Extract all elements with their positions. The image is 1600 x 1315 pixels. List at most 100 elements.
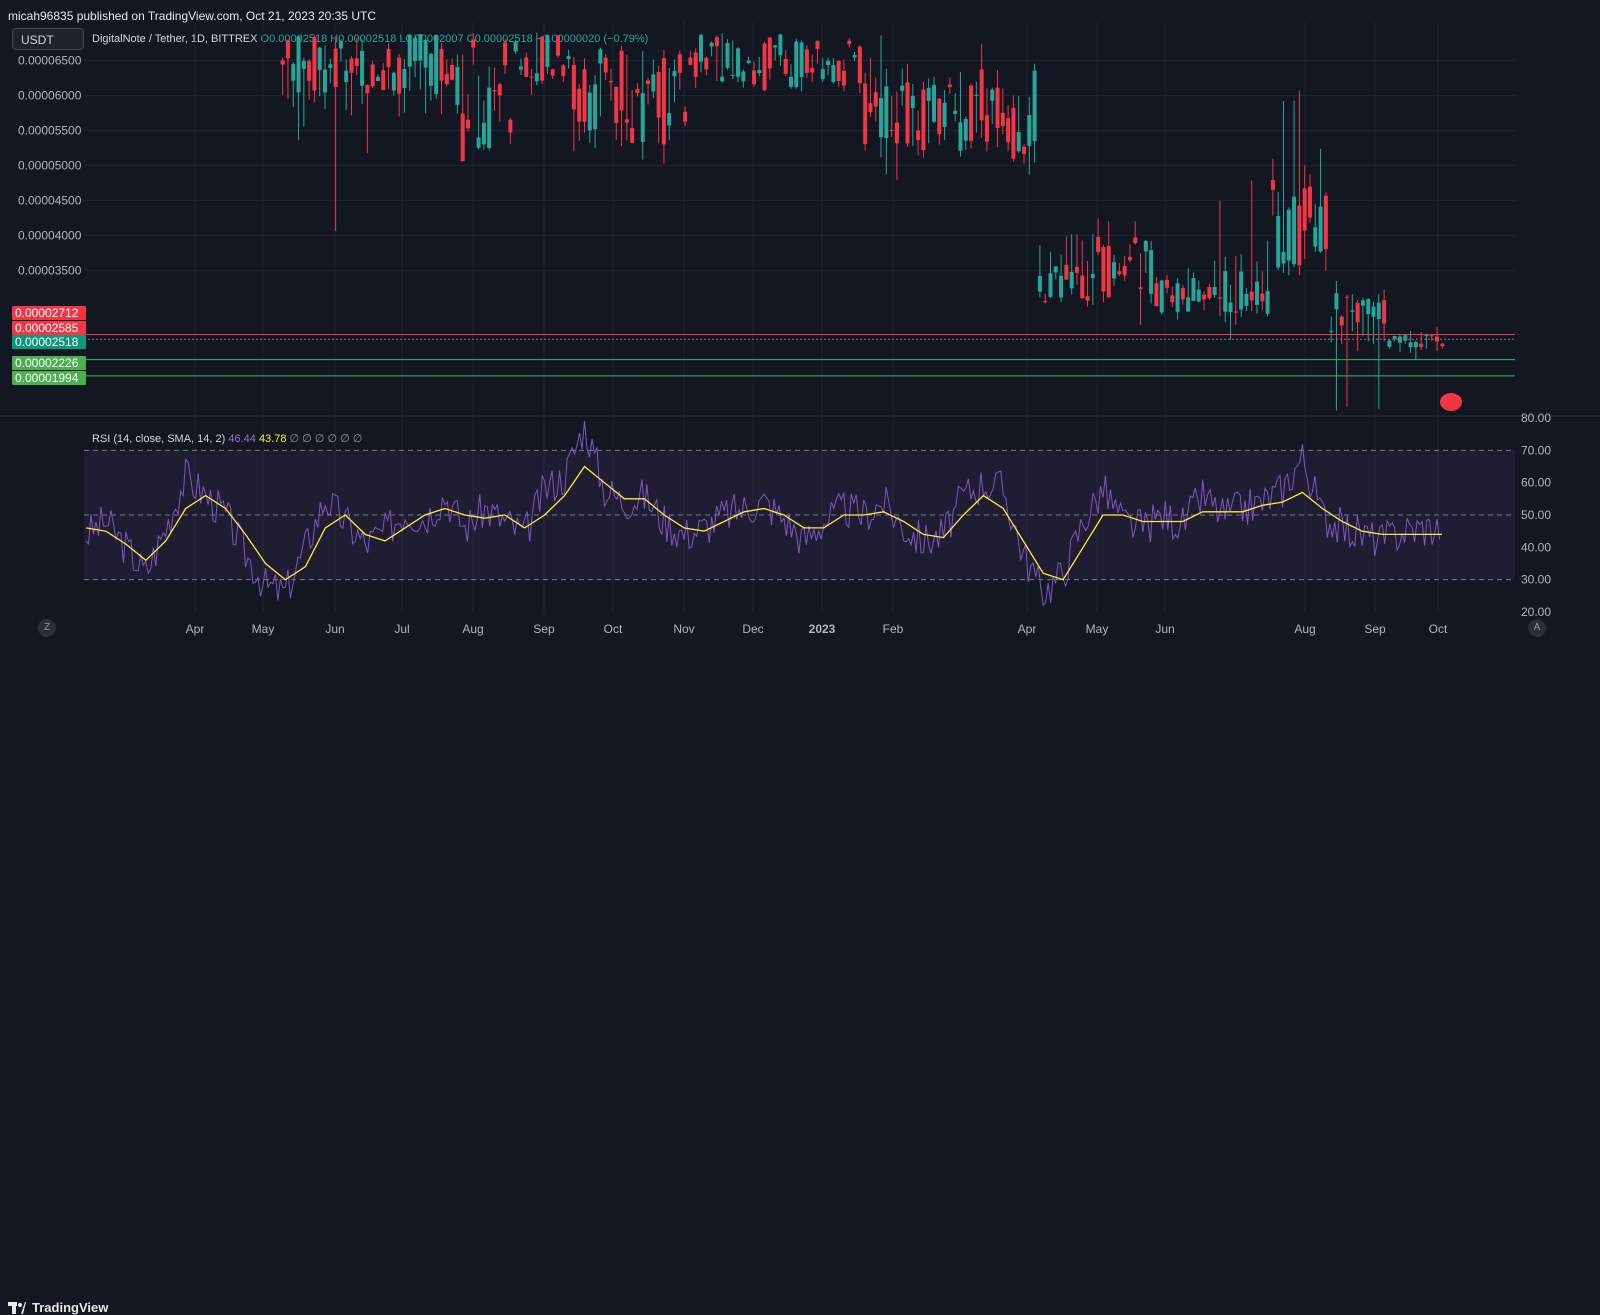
candle-body (1112, 262, 1117, 279)
candle-body (513, 41, 518, 52)
time-tick-label: Jun (1155, 622, 1174, 636)
auto-scale-button[interactable]: A (1528, 619, 1546, 637)
candle-body (1202, 294, 1207, 300)
candle-body (789, 76, 794, 87)
candle-body (1048, 273, 1053, 297)
level-label: 0.00001994 (15, 371, 79, 385)
candle-body (1217, 297, 1222, 299)
candle-body (1286, 209, 1291, 261)
candle-body (1281, 251, 1286, 264)
candle-body (1191, 278, 1196, 301)
candle-body (1228, 302, 1233, 313)
candle-body (556, 35, 561, 56)
tv-logo-icon (8, 1301, 26, 1314)
candle-body (1233, 311, 1238, 313)
time-tick-label: Aug (462, 622, 483, 636)
candle-body (365, 84, 370, 94)
candle-body (1085, 296, 1090, 301)
candle-body (683, 111, 688, 122)
candle-body (1387, 340, 1392, 347)
candle-body (1170, 295, 1175, 303)
candle-body (280, 60, 285, 65)
rsi-value: 46.44 (228, 433, 256, 445)
candle-body (889, 130, 894, 132)
candle-body (900, 85, 905, 91)
candle-body (815, 40, 820, 49)
candle-body (995, 87, 1000, 128)
candle-body (1096, 236, 1101, 253)
tradingview-logo[interactable]: TradingView (8, 1300, 108, 1315)
candle-body (487, 87, 492, 148)
candle-body (693, 52, 698, 77)
candle-body (804, 49, 809, 73)
candle-body (471, 39, 476, 48)
candle-body (540, 36, 545, 81)
candle-body (725, 42, 730, 68)
candle-body (455, 66, 460, 105)
candle-body (328, 64, 333, 68)
candle-body (910, 95, 915, 109)
candle-body (465, 119, 470, 129)
candle-body (714, 37, 719, 47)
symbol-title: DigitalNote / Tether, 1D, BITTREX (92, 33, 258, 45)
candle-body (672, 70, 677, 77)
candle-body (1323, 195, 1328, 250)
candle-body (492, 90, 497, 92)
candle-body (1090, 274, 1095, 279)
candle-body (1355, 302, 1360, 323)
candle-body (407, 34, 412, 67)
candle-body (1069, 271, 1074, 289)
candle-body (1027, 115, 1032, 146)
candle-body (757, 70, 762, 74)
time-tick-label: Nov (673, 622, 694, 636)
candle-body (423, 39, 428, 68)
level-label: 0.00002518 (15, 335, 79, 349)
rsi-title: RSI (14, close, SMA, 14, 2) (92, 433, 226, 445)
rsi-ma-line (85, 465, 1442, 581)
candle-body (773, 45, 778, 48)
candle-body (1270, 179, 1275, 190)
candle-body (349, 58, 354, 73)
time-tick-label: Jun (325, 622, 344, 636)
candle-body (1334, 293, 1339, 310)
candle-body (1360, 300, 1365, 306)
candle-body (990, 89, 995, 101)
candle-body (1249, 291, 1254, 301)
candle-body (894, 122, 899, 144)
candle-body (1307, 186, 1312, 218)
candle-body (534, 73, 539, 82)
level-label: 0.00002585 (15, 321, 79, 335)
candle-body (1186, 297, 1191, 312)
candle-body (1159, 280, 1164, 313)
candle-body (508, 119, 513, 133)
candle-body (958, 122, 963, 151)
candle-body (1244, 293, 1249, 306)
candle-body (344, 70, 349, 82)
candle-body (476, 137, 481, 148)
candle-body (762, 43, 767, 91)
candle-body (730, 74, 735, 76)
candle-body (439, 48, 444, 81)
candle-body (1366, 298, 1371, 315)
time-tick-label: Dec (742, 622, 763, 636)
candle-body (820, 69, 825, 80)
zoom-button[interactable]: Z (38, 619, 56, 637)
us-flag-icon[interactable] (1440, 393, 1462, 411)
level-label-bg (12, 356, 86, 370)
candle-body (1053, 266, 1058, 273)
candle-body (624, 119, 629, 123)
price-tick-label: 0.00003500 (18, 264, 82, 278)
candle-body (1074, 266, 1079, 273)
currency-button[interactable]: USDT (12, 28, 84, 50)
price-tick-label: 0.00006500 (18, 54, 82, 68)
candle-body (577, 88, 582, 122)
candle-body (598, 49, 603, 64)
candle-body (1239, 271, 1244, 310)
candle-body (778, 34, 783, 56)
candle-body (460, 113, 465, 162)
price-chart[interactable]: 0.00006500 0.00006000 0.00005500 0.00005000… (0, 0, 1600, 646)
candle-body (1403, 335, 1408, 341)
candle-body (1064, 264, 1069, 280)
candle-body (518, 66, 523, 70)
time-tick-label: Aug (1294, 622, 1315, 636)
